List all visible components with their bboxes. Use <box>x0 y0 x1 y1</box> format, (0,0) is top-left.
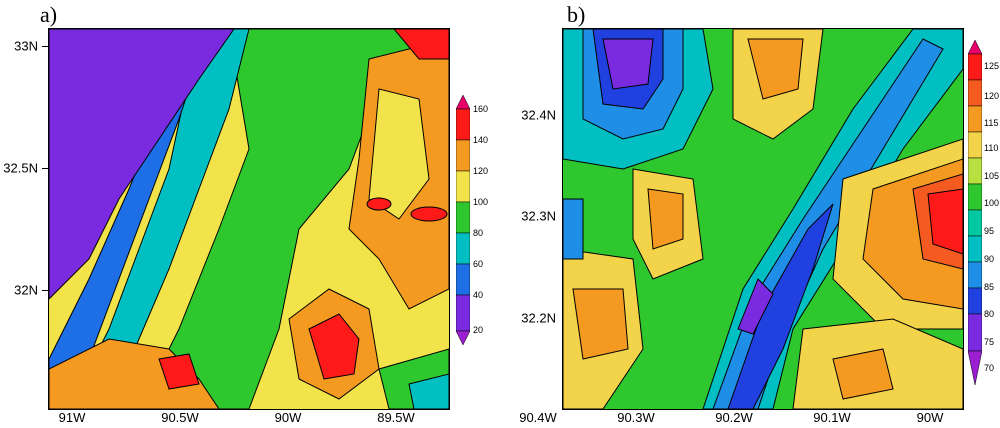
panel-b-cbar-label: 110 <box>984 143 999 153</box>
panel-b-cbar-label: 85 <box>984 282 995 292</box>
panel-a-map <box>48 28 450 410</box>
panel-a-cbar-label: 60 <box>473 259 484 269</box>
panel-a-xtick: 90W <box>274 410 302 425</box>
panel-b-cbar-label: 120 <box>984 91 1000 101</box>
panel-a-cbar-label: 100 <box>473 197 489 207</box>
panel-b-cbar-label: 90 <box>984 254 995 264</box>
panel-a-cbar-label: 40 <box>473 290 484 300</box>
panel-a-xtick: 91W <box>58 410 86 425</box>
panel-a-colorbar <box>455 94 471 346</box>
panel-b-map <box>562 28 964 410</box>
panel-b-cbar-label: 75 <box>984 337 995 347</box>
panel-a-cbar-label: 140 <box>473 135 489 145</box>
panel-a-xtick: 90.5W <box>161 410 199 425</box>
panel-b-xtick: 90.4W <box>519 410 557 425</box>
panel-b-contour-map <box>563 29 963 409</box>
panel-b-label: b) <box>567 2 586 27</box>
panel-a-ytick: 33N <box>14 38 38 54</box>
panel-b-cbar-label: 80 <box>984 309 995 319</box>
panel-b-xtick: 90.1W <box>813 410 851 425</box>
panel-a-ytick: 32.5N <box>3 160 38 176</box>
panel-a-cbar-label: 80 <box>473 228 484 238</box>
panel-b-colorbar <box>967 39 983 386</box>
panel-a-cbar-label: 20 <box>473 325 484 335</box>
panel-b-ytick: 32.2N <box>521 310 556 326</box>
panel-b-ytick: 32.3N <box>521 208 556 224</box>
panel-b-xtick: 90W <box>916 410 944 425</box>
panel-b-xtick: 90.2W <box>715 410 753 425</box>
panel-a-cbar-label: 160 <box>473 104 489 114</box>
panel-b-cbar-label: 125 <box>984 61 1000 71</box>
panel-b-cbar-label: 70 <box>984 363 995 373</box>
panel-a-xtick: 89.5W <box>377 410 415 425</box>
panel-a-contour-map <box>49 29 449 409</box>
panel-b-cbar-label: 100 <box>984 198 1000 208</box>
panel-b-xtick: 90.3W <box>617 410 655 425</box>
panel-b-cbar-label: 115 <box>984 118 999 128</box>
panel-a-cbar-label: 120 <box>473 166 489 176</box>
panel-a-label: a) <box>40 2 58 27</box>
panel-b-ytick: 32.4N <box>521 107 556 123</box>
panel-b-cbar-label: 95 <box>984 226 995 236</box>
panel-a-ytick: 32N <box>14 282 38 298</box>
panel-b-cbar-label: 105 <box>984 171 1000 181</box>
